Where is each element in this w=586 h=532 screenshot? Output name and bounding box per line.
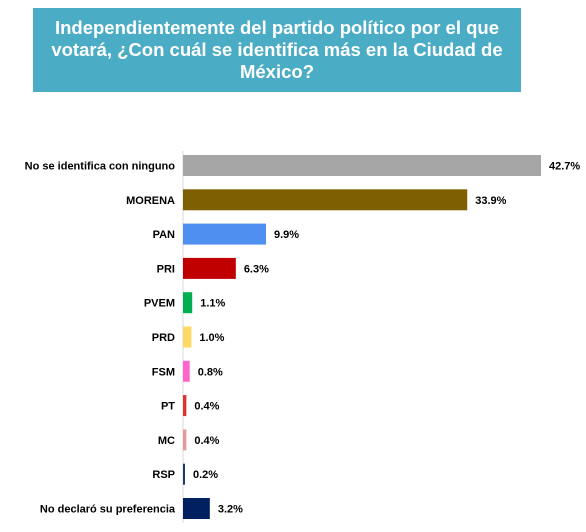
value-label: 0.4%	[194, 435, 219, 447]
value-label: 0.4%	[194, 401, 219, 413]
category-label: PRI	[157, 263, 175, 275]
value-label: 6.3%	[244, 263, 269, 275]
category-label: MC	[158, 435, 175, 447]
category-label: MORENA	[126, 195, 175, 207]
bar-3	[183, 257, 236, 279]
category-label: No se identifica con ninguno	[25, 161, 176, 173]
bar-1	[183, 189, 468, 211]
chart-title: Independientemente del partido político …	[33, 8, 521, 92]
value-label: 9.9%	[274, 229, 299, 241]
bar-7	[183, 395, 187, 417]
bar-9	[183, 463, 185, 485]
bar-2	[183, 223, 267, 245]
value-label: 0.8%	[198, 366, 223, 378]
value-label: 33.9%	[475, 195, 506, 207]
value-label: 42.7%	[549, 161, 580, 173]
value-label: 1.0%	[199, 332, 224, 344]
category-label: PVEM	[144, 298, 175, 310]
category-label: PT	[161, 401, 175, 413]
bar-8	[183, 429, 187, 451]
category-label: PRD	[152, 332, 175, 344]
bar-5	[183, 326, 192, 348]
category-label: No declaró su preferencia	[40, 504, 176, 516]
value-label: 1.1%	[200, 298, 225, 310]
category-label: PAN	[153, 229, 175, 241]
bar-10	[183, 498, 210, 519]
bar-0	[183, 155, 541, 176]
value-label: 3.2%	[218, 504, 243, 516]
bar-6	[183, 360, 190, 382]
category-label: FSM	[152, 366, 175, 378]
value-label: 0.2%	[193, 469, 218, 481]
category-label: RSP	[152, 469, 175, 481]
bar-4	[183, 292, 193, 314]
